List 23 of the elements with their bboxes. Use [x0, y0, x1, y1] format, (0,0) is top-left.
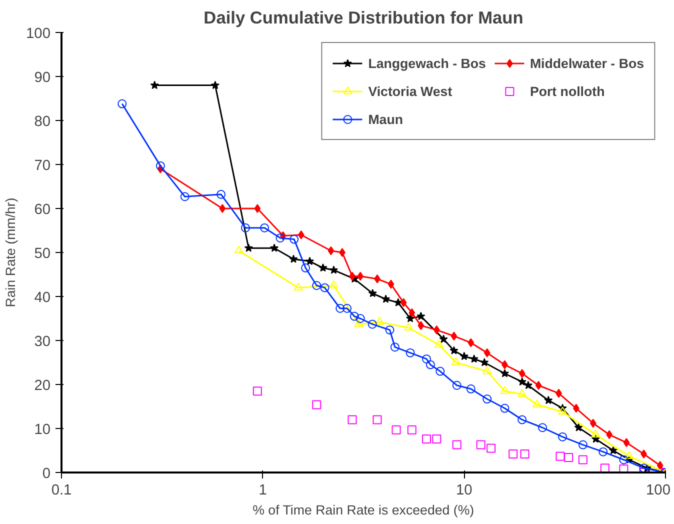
x-tick-label: 1 [258, 482, 267, 498]
y-tick-label: 100 [26, 26, 51, 42]
y-tick-label: 60 [34, 202, 51, 218]
y-tick-label: 40 [34, 290, 51, 306]
y-axis-title: Rain Rate (mm/hr) [3, 198, 18, 308]
y-tick-label: 50 [34, 246, 51, 262]
legend-label: Middelwater - Bos [530, 56, 644, 70]
y-tick-label: 80 [34, 114, 51, 130]
y-tick-label: 20 [34, 378, 51, 394]
x-axis-title: % of Time Rain Rate is exceeded (%) [252, 502, 474, 518]
legend-label: Maun [368, 112, 404, 126]
legend-label: Port nolloth [530, 84, 605, 98]
y-tick-label: 0 [42, 466, 51, 482]
y-tick-label: 10 [34, 422, 51, 438]
x-tick-label: 100 [646, 482, 671, 498]
y-tick-label: 30 [34, 334, 51, 350]
y-tick-label: 90 [34, 70, 51, 86]
legend-label: Victoria West [368, 84, 452, 98]
legend-label: Langgewach - Bos [368, 56, 486, 70]
x-tick-label: 0.1 [51, 482, 72, 498]
chart-title: Daily Cumulative Distribution for Maun [204, 8, 524, 28]
y-tick-label: 70 [34, 158, 51, 174]
x-tick-label: 10 [456, 482, 472, 498]
